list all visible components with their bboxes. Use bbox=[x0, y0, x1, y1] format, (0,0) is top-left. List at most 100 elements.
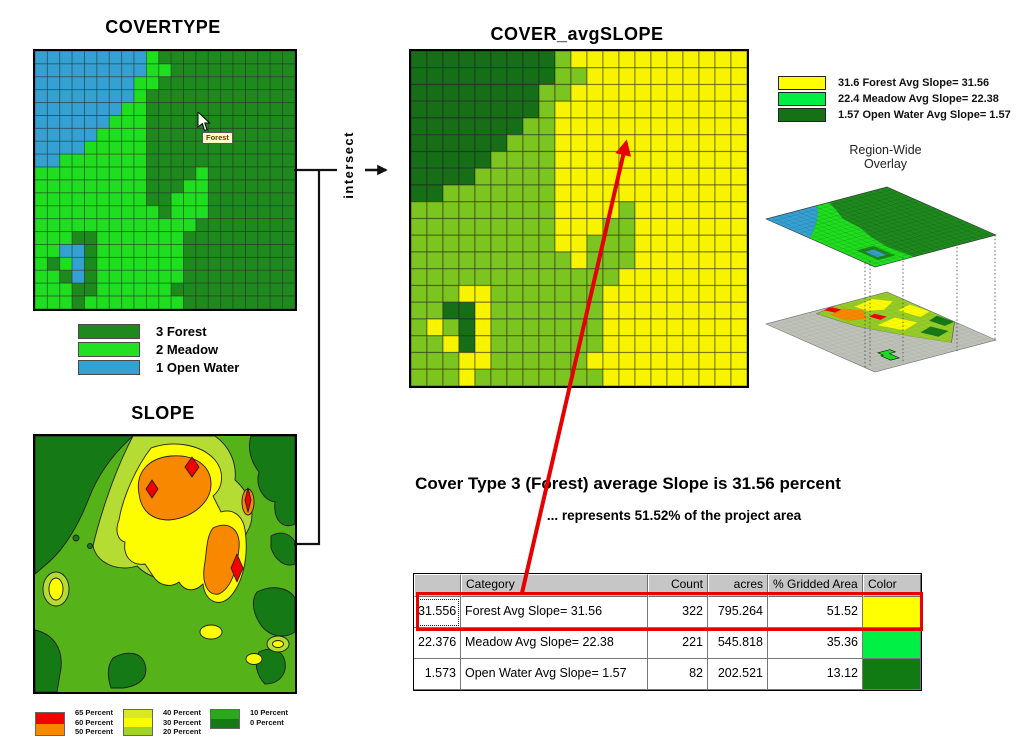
table-cell[interactable]: 31.556 bbox=[414, 597, 461, 628]
grid-cell bbox=[474, 284, 492, 303]
grid-cell bbox=[269, 282, 284, 297]
grid-cell bbox=[411, 201, 428, 220]
grid-cell bbox=[46, 140, 61, 155]
table-cell[interactable]: 22.376 bbox=[414, 628, 461, 659]
grid-cell bbox=[618, 83, 636, 102]
table-cell[interactable]: 221 bbox=[648, 628, 708, 659]
covertype-title: COVERTYPE bbox=[105, 17, 221, 37]
grid-cell bbox=[554, 134, 572, 153]
grid-cell bbox=[618, 351, 636, 370]
table-cell[interactable]: 322 bbox=[648, 597, 708, 628]
grid-cell bbox=[170, 244, 185, 258]
grid-cell bbox=[506, 351, 524, 370]
slope-legend-label: 40 Percent bbox=[163, 708, 201, 717]
grid-cell bbox=[96, 140, 110, 155]
grid-cell bbox=[650, 284, 668, 303]
grid-cell bbox=[133, 269, 147, 284]
grid-cell bbox=[602, 51, 620, 69]
grid-cell bbox=[426, 301, 444, 320]
grid-cell bbox=[232, 76, 246, 91]
grid-cell bbox=[650, 351, 668, 370]
grid-cell bbox=[442, 217, 460, 236]
grid-cell bbox=[730, 301, 747, 320]
grid-cell bbox=[538, 351, 556, 370]
grid-cell bbox=[145, 115, 160, 129]
grid-cell bbox=[121, 140, 135, 155]
grid-cell bbox=[570, 284, 588, 303]
grid-cell bbox=[411, 368, 428, 386]
grid-cell bbox=[586, 335, 604, 354]
grid-cell bbox=[506, 318, 524, 337]
grid-cell bbox=[634, 134, 652, 153]
grid-cell bbox=[730, 217, 747, 236]
grid-cell bbox=[46, 256, 61, 271]
grid-cell bbox=[602, 217, 620, 236]
grid-cell bbox=[195, 76, 209, 91]
grid-cell bbox=[35, 282, 48, 297]
table-cell[interactable]: Open Water Avg Slope= 1.57 bbox=[461, 659, 648, 690]
grid-cell bbox=[538, 251, 556, 270]
grid-cell bbox=[245, 76, 259, 91]
grid-cell bbox=[245, 63, 259, 78]
grid-cell bbox=[282, 218, 295, 233]
grid-cell bbox=[682, 67, 700, 86]
legend-swatch bbox=[78, 342, 140, 357]
grid-cell bbox=[108, 153, 123, 168]
table-cell[interactable]: Forest Avg Slope= 31.56 bbox=[461, 597, 648, 628]
table-cell[interactable]: 35.36 bbox=[768, 628, 863, 659]
grid-cell bbox=[458, 117, 476, 136]
grid-cell bbox=[35, 218, 48, 233]
grid-cell bbox=[220, 295, 234, 309]
grid-cell bbox=[245, 140, 259, 155]
legend-label: 1 Open Water bbox=[156, 360, 240, 375]
grid-cell bbox=[458, 167, 476, 186]
grid-cell bbox=[554, 335, 572, 354]
table-color-swatch[interactable] bbox=[863, 659, 921, 690]
table-cell[interactable]: 202.521 bbox=[708, 659, 768, 690]
grid-cell bbox=[650, 134, 668, 153]
grid-cell bbox=[133, 115, 147, 129]
grid-cell bbox=[46, 115, 61, 129]
grid-cell bbox=[698, 117, 716, 136]
grid-cell bbox=[133, 51, 147, 65]
grid-cell bbox=[257, 192, 271, 207]
table-cell[interactable]: 82 bbox=[648, 659, 708, 690]
grid-cell bbox=[46, 166, 61, 181]
table-color-swatch[interactable] bbox=[863, 628, 921, 659]
grid-cell bbox=[35, 295, 48, 309]
table-cell[interactable]: 13.12 bbox=[768, 659, 863, 690]
grid-cell bbox=[195, 63, 209, 78]
grid-cell bbox=[257, 244, 271, 258]
grid-cell bbox=[442, 83, 460, 102]
grid-cell bbox=[207, 205, 222, 220]
grid-cell bbox=[170, 63, 185, 78]
table-cell[interactable]: 1.573 bbox=[414, 659, 461, 690]
table-header-acres: acres bbox=[708, 574, 768, 597]
grid-cell bbox=[538, 184, 556, 203]
legend-swatch bbox=[778, 92, 826, 106]
table-cell[interactable]: 545.818 bbox=[708, 628, 768, 659]
grid-cell bbox=[245, 205, 259, 220]
grid-cell bbox=[411, 217, 428, 236]
grid-cell bbox=[257, 282, 271, 297]
grid-cell bbox=[442, 150, 460, 169]
grid-cell bbox=[490, 284, 508, 303]
grid-cell bbox=[207, 89, 222, 104]
grid-cell bbox=[666, 217, 684, 236]
table-cell[interactable]: 51.52 bbox=[768, 597, 863, 628]
grid-cell bbox=[586, 184, 604, 203]
grid-cell bbox=[554, 318, 572, 337]
grid-cell bbox=[618, 335, 636, 354]
grid-cell bbox=[474, 368, 492, 386]
grid-cell bbox=[506, 201, 524, 220]
grid-cell bbox=[35, 153, 48, 168]
grid-cell bbox=[618, 150, 636, 169]
grid-cell bbox=[586, 351, 604, 370]
table-cell[interactable]: Meadow Avg Slope= 22.38 bbox=[461, 628, 648, 659]
grid-cell bbox=[257, 256, 271, 271]
table-color-swatch[interactable] bbox=[863, 597, 921, 628]
grid-cell bbox=[650, 251, 668, 270]
grid-cell bbox=[698, 201, 716, 220]
grid-cell bbox=[650, 67, 668, 86]
table-cell[interactable]: 795.264 bbox=[708, 597, 768, 628]
